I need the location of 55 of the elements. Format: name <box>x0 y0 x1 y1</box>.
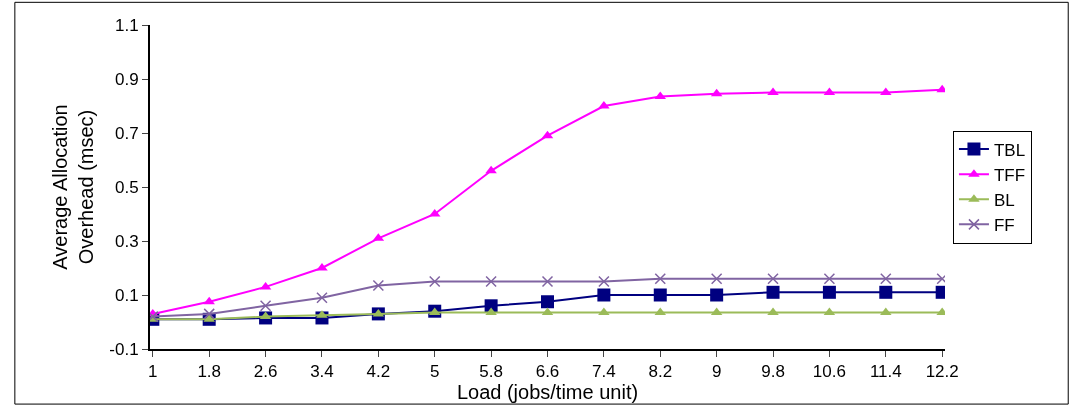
y-tick-label: 1.1 <box>114 15 139 35</box>
point <box>598 307 610 316</box>
y-tick-label: 0.3 <box>114 231 139 251</box>
point <box>766 285 780 299</box>
y-tick-label: 0.9 <box>114 69 139 89</box>
point <box>259 300 272 312</box>
point <box>654 273 667 285</box>
legend-label: FF <box>993 215 1015 235</box>
legend-label: TBL <box>993 140 1026 160</box>
point <box>767 273 779 285</box>
point <box>880 307 892 316</box>
y-tick-label: 0.1 <box>114 285 139 305</box>
y-tick-label: -0.1 <box>109 339 139 359</box>
x-tick-label: 8.2 <box>648 362 673 382</box>
point <box>485 307 497 316</box>
x-tick-label: 4.2 <box>366 362 391 382</box>
y-axis-title: Average Allocation Overhead (msec) <box>49 104 98 270</box>
point <box>767 307 779 316</box>
point <box>541 295 554 309</box>
x-tick-label: 7.4 <box>592 362 616 382</box>
x-tick-label: 9 <box>711 362 722 382</box>
point <box>823 273 836 285</box>
legend-label: TFF <box>993 165 1026 185</box>
point <box>203 296 215 305</box>
point <box>879 285 893 299</box>
x-tick-label: 9.8 <box>761 362 785 382</box>
x-tick-label: 1.8 <box>197 362 222 382</box>
x-tick-label: 12.2 <box>925 362 959 382</box>
point <box>710 273 723 285</box>
point <box>653 288 667 302</box>
x-tick-label: 3.4 <box>310 362 334 382</box>
point <box>541 275 554 288</box>
point <box>316 291 328 304</box>
point <box>485 275 497 288</box>
y-tick-label: 0.7 <box>114 123 139 143</box>
point <box>880 273 892 285</box>
point <box>822 285 836 299</box>
point <box>598 275 610 288</box>
x-tick-label: 5.8 <box>479 362 503 382</box>
x-tick-label: 11.4 <box>869 362 902 382</box>
point <box>484 299 498 313</box>
point <box>485 165 497 174</box>
x-tick-label: 6.6 <box>535 362 560 382</box>
x-axis-title: Load (jobs/time unit) <box>456 381 639 404</box>
x-tick-label: 10.6 <box>812 362 846 382</box>
point <box>597 288 611 302</box>
point <box>372 279 385 292</box>
y-tick-label: 0.5 <box>114 177 139 197</box>
x-tick-label: 2.6 <box>253 362 278 382</box>
x-tick-label: 5 <box>430 362 440 382</box>
x-tick-label: 1 <box>148 362 158 382</box>
point <box>710 288 724 302</box>
legend-label: BL <box>993 190 1015 210</box>
point <box>203 308 215 320</box>
point <box>428 275 441 288</box>
